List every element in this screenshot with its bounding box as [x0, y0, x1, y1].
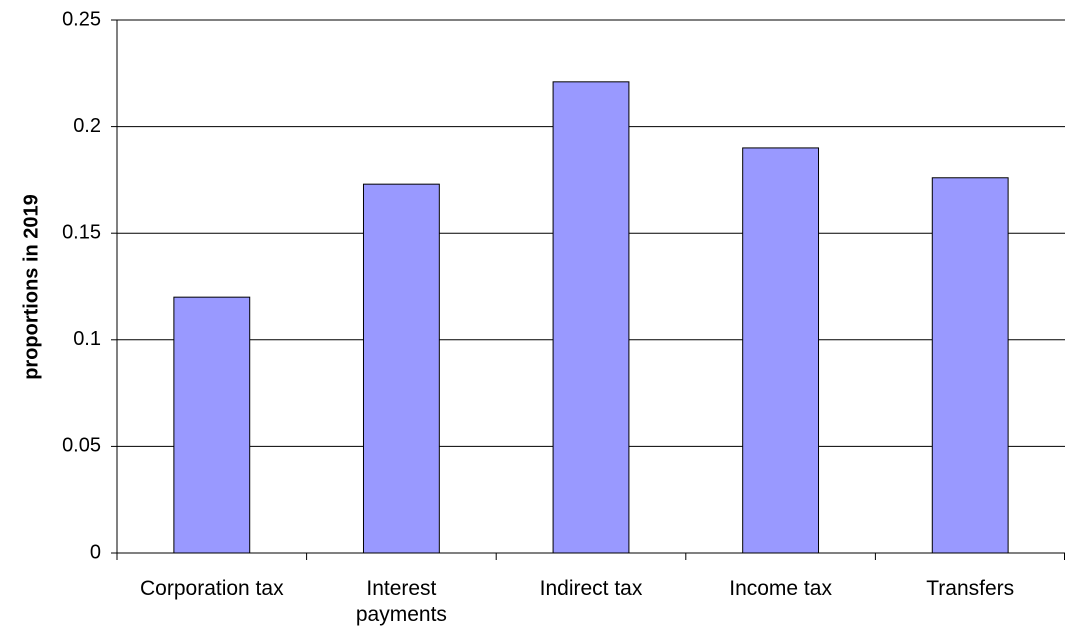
- y-tick-label: 0: [90, 541, 101, 563]
- x-tick-label: Transfers: [926, 577, 1015, 600]
- x-tick-label: Income tax: [729, 577, 832, 600]
- x-tick-label: Corporation tax: [140, 577, 284, 600]
- y-tick-label: 0.2: [73, 115, 101, 137]
- x-tick-label: Interest payments: [355, 577, 447, 626]
- y-tick-label: 0.25: [62, 8, 101, 30]
- y-tick-label: 0.1: [73, 328, 101, 350]
- bar: [931, 177, 1009, 554]
- bar: [742, 147, 820, 554]
- bar: [173, 296, 251, 554]
- bar: [552, 81, 630, 554]
- x-tick-label: Indirect tax: [539, 577, 643, 600]
- y-axis-label: proportions in 2019: [20, 194, 42, 380]
- y-tick-label: 0.05: [62, 435, 101, 457]
- y-tick-label: 0.15: [62, 221, 101, 243]
- bar: [362, 183, 440, 554]
